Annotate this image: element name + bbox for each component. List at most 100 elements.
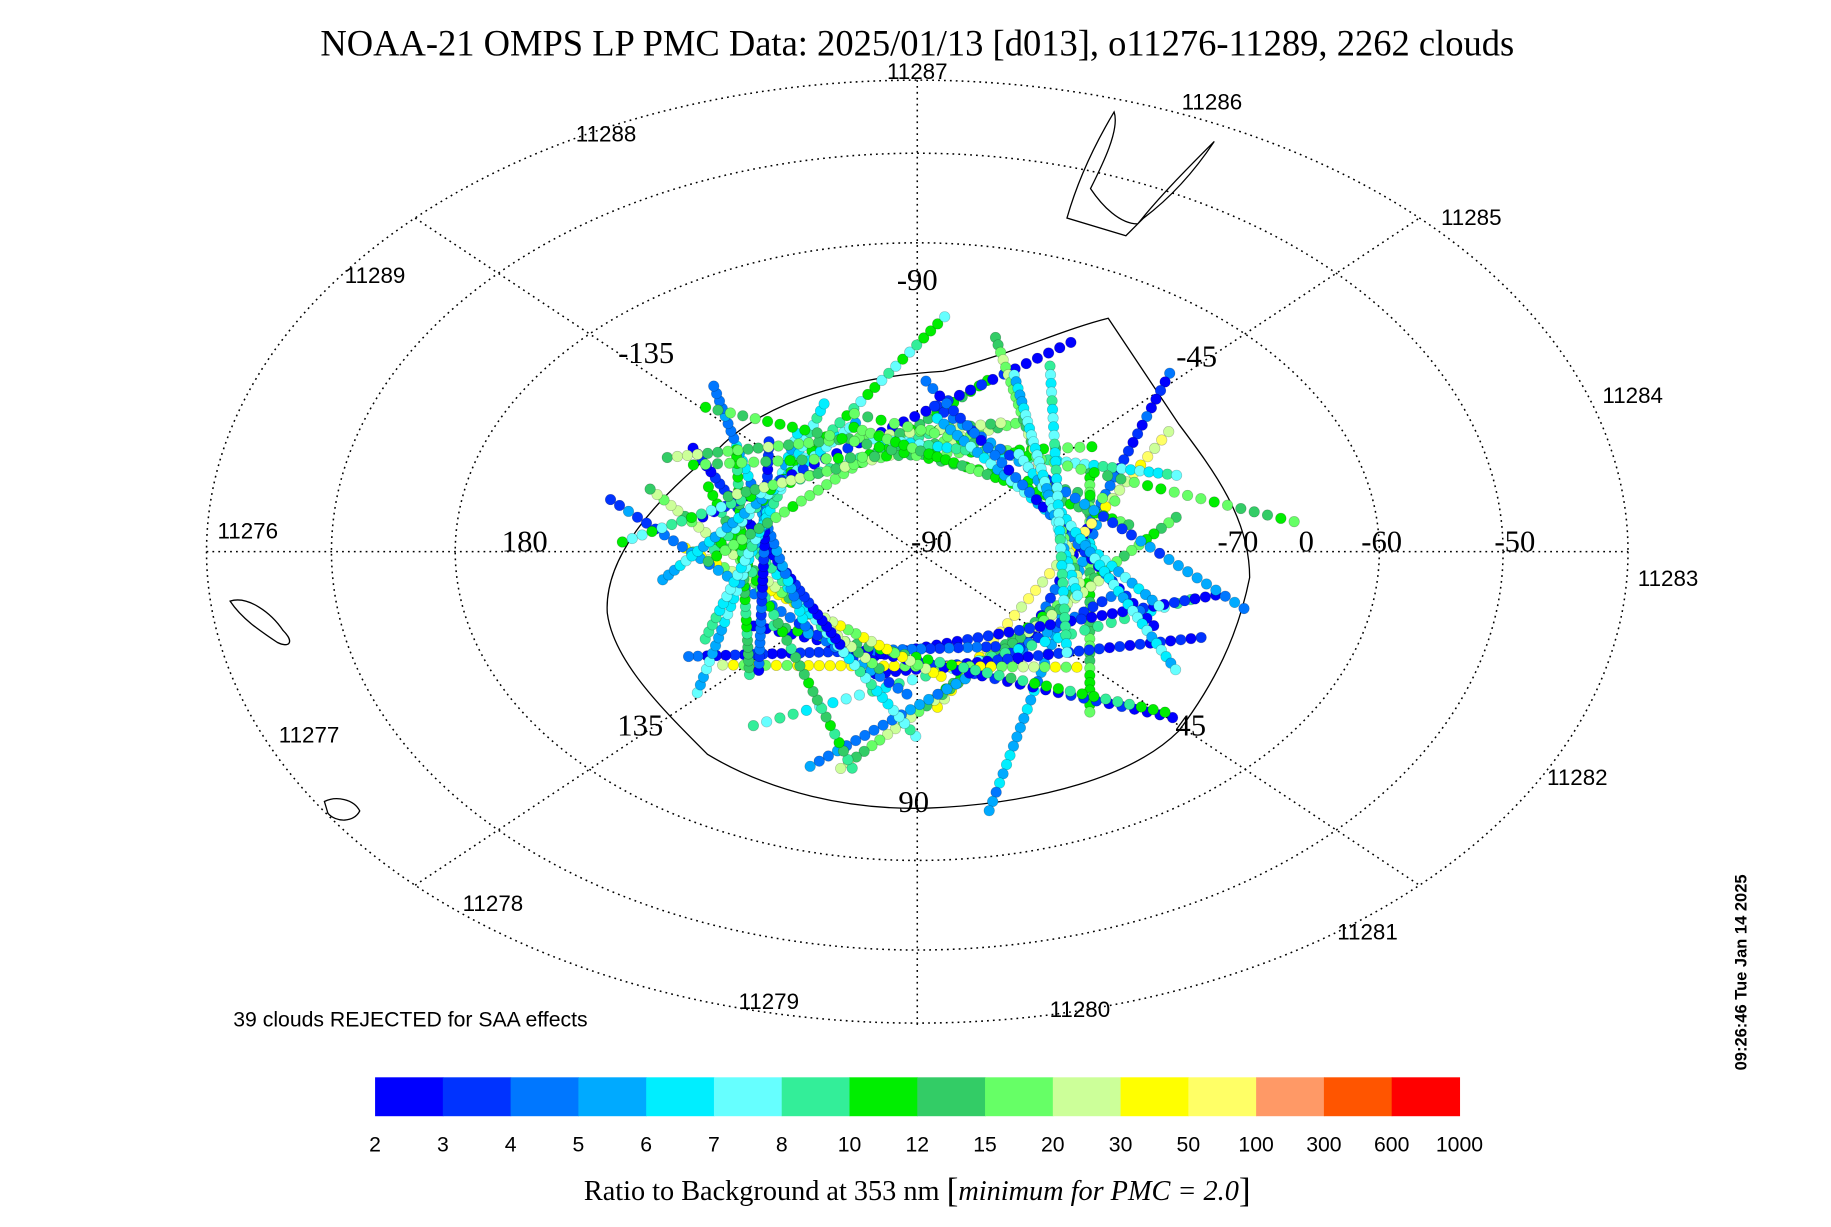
cloud-dot bbox=[1079, 624, 1091, 636]
cloud-dot bbox=[685, 511, 698, 524]
cloud-dot bbox=[705, 504, 717, 517]
cloud-dot bbox=[808, 453, 820, 465]
cloud-dot bbox=[1134, 638, 1146, 650]
meridian bbox=[414, 217, 1420, 886]
cloud-dot bbox=[1123, 698, 1136, 710]
cloud-dot bbox=[695, 508, 708, 520]
cloud-dot bbox=[1288, 516, 1300, 528]
cloud-dot bbox=[868, 724, 880, 736]
orbit-label: 11278 bbox=[463, 891, 524, 916]
cloud-dot bbox=[1039, 636, 1051, 648]
cloud-dot bbox=[897, 353, 909, 365]
cloud-dot bbox=[1170, 469, 1183, 481]
colorbar-tick-label: 600 bbox=[1374, 1133, 1409, 1156]
cloud-dot bbox=[818, 398, 830, 410]
cloud-dot bbox=[1087, 601, 1099, 613]
colorbar-swatch bbox=[646, 1077, 715, 1117]
cloud-dot bbox=[932, 688, 944, 700]
cloud-dot bbox=[711, 458, 724, 470]
cloud-dot bbox=[712, 404, 724, 416]
orbit-label: 11277 bbox=[279, 723, 340, 748]
cloud-dot bbox=[1103, 642, 1116, 654]
cloud-dot bbox=[1154, 547, 1166, 559]
cloud-dot bbox=[927, 382, 939, 395]
graticule-label: 180 bbox=[502, 525, 548, 559]
cloud-dot bbox=[969, 664, 981, 676]
cloud-dot bbox=[774, 418, 786, 430]
cloud-dot bbox=[1096, 492, 1109, 504]
cloud-dot bbox=[656, 522, 668, 534]
cloud-dot bbox=[724, 407, 736, 419]
colorbar-tick-label: 20 bbox=[1041, 1133, 1065, 1156]
cloud-dot bbox=[1189, 593, 1201, 605]
cloud-dot bbox=[804, 490, 816, 502]
cloud-dot bbox=[1191, 572, 1203, 584]
cloud-dot bbox=[1017, 479, 1029, 491]
cloud-dot bbox=[1088, 504, 1100, 517]
cloud-dot bbox=[807, 685, 819, 698]
cloud-dot bbox=[712, 564, 724, 576]
colorbar-swatch bbox=[917, 1077, 986, 1117]
colorbar-tick-label: 6 bbox=[640, 1133, 652, 1156]
cloud-dot bbox=[604, 493, 617, 506]
cloud-dot bbox=[968, 427, 980, 439]
cloud-dot bbox=[732, 444, 744, 456]
colorbar-tick-label: 4 bbox=[505, 1133, 517, 1156]
note: 39 clouds REJECTED for SAA effects bbox=[233, 1008, 587, 1031]
cloud-dot bbox=[1086, 517, 1098, 530]
cloud-dot bbox=[915, 424, 927, 436]
cloud-dot bbox=[941, 683, 953, 695]
cloud-dot bbox=[1168, 486, 1180, 498]
cloud-dot bbox=[983, 805, 995, 817]
colorbar-swatch bbox=[1188, 1077, 1257, 1117]
graticule-label: 45 bbox=[1175, 708, 1206, 742]
new-zealand bbox=[229, 599, 291, 646]
cloud-dot bbox=[861, 438, 873, 450]
cloud-dot bbox=[950, 678, 962, 690]
cloud-dot bbox=[918, 332, 930, 344]
cloud-dot bbox=[787, 500, 799, 513]
cloud-dot bbox=[1102, 470, 1114, 482]
colorbar-subtitle: minimum for PMC = 2.0 bbox=[958, 1176, 1239, 1207]
cloud-dot bbox=[1105, 590, 1117, 603]
graticule-label: -45 bbox=[1176, 340, 1217, 374]
cloud-dot bbox=[993, 669, 1005, 682]
cloud-dot bbox=[636, 529, 648, 541]
cloud-dot bbox=[748, 456, 760, 468]
cloud-dot bbox=[1064, 685, 1076, 697]
cloud-dot bbox=[1182, 566, 1194, 578]
graticule-label: -90 bbox=[897, 263, 938, 297]
cloud-dot bbox=[644, 483, 656, 495]
cloud-dot bbox=[934, 656, 946, 669]
cloud-dot bbox=[829, 728, 841, 740]
cloud-dot bbox=[1062, 442, 1074, 454]
orbit-label: 11280 bbox=[1050, 997, 1111, 1022]
colorbar-swatch bbox=[1052, 1077, 1122, 1117]
cloud-dot bbox=[1010, 471, 1022, 484]
cloud-dot bbox=[953, 389, 965, 401]
cloud-dot bbox=[1083, 644, 1095, 656]
cloud-dot bbox=[1065, 336, 1077, 349]
cloud-dot bbox=[888, 660, 901, 672]
title: NOAA-21 OMPS LP PMC Data: 2025/01/13 [d0… bbox=[320, 23, 1514, 64]
cloud-dot bbox=[789, 651, 802, 663]
cloud-dot bbox=[928, 400, 941, 412]
cloud-dot bbox=[855, 395, 867, 408]
cloud-dot bbox=[1163, 426, 1175, 438]
cloud-dot bbox=[882, 728, 894, 740]
cloud-dot bbox=[1015, 601, 1028, 613]
cloud-dot bbox=[906, 674, 919, 686]
cloud-dot bbox=[932, 318, 944, 330]
cloud-dot bbox=[804, 760, 816, 772]
colorbar-swatch bbox=[1323, 1077, 1393, 1117]
cloud-dot bbox=[866, 740, 878, 752]
cloud-dot bbox=[1150, 393, 1162, 405]
colorbar-tick-label: 30 bbox=[1109, 1133, 1133, 1156]
cloud-dot bbox=[1114, 484, 1126, 496]
cloud-dot bbox=[874, 734, 886, 746]
cloud-dot bbox=[877, 719, 889, 731]
graticule-label: -50 bbox=[1494, 525, 1535, 559]
orbit-label: 11284 bbox=[1602, 383, 1663, 408]
cloud-dot bbox=[821, 479, 833, 491]
cloud-dot bbox=[719, 544, 731, 557]
